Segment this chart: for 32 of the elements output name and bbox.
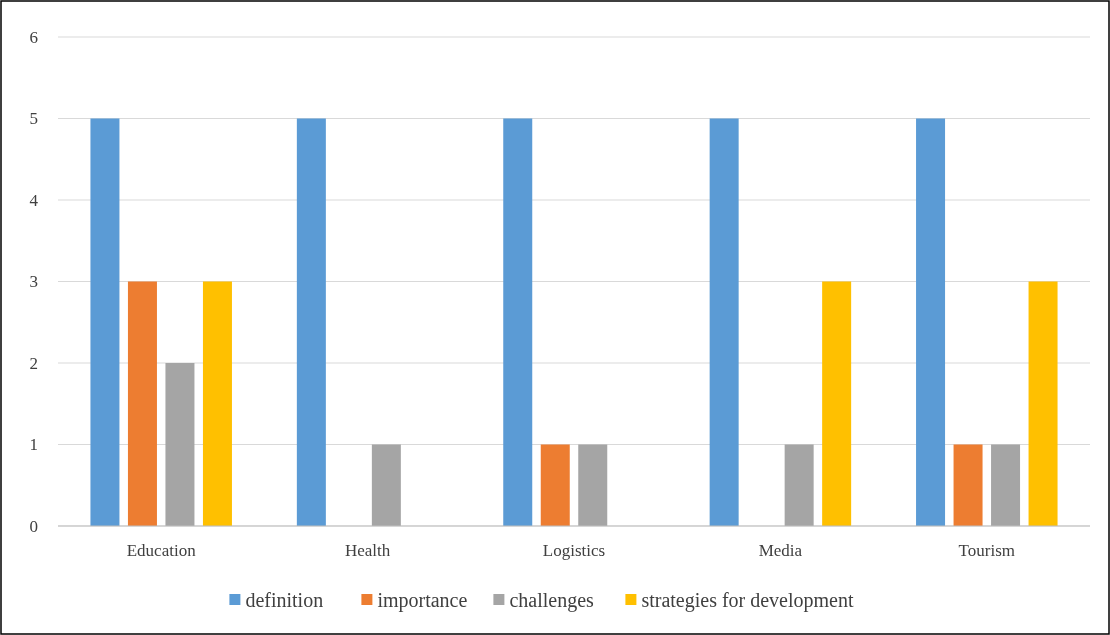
bar bbox=[296, 118, 326, 526]
x-tick-label: Media bbox=[758, 541, 803, 560]
y-tick-label: 3 bbox=[29, 272, 38, 292]
bar bbox=[991, 444, 1021, 526]
legend-label: importance bbox=[377, 589, 468, 612]
y-tick-label: 2 bbox=[29, 353, 38, 373]
bar bbox=[165, 363, 195, 526]
y-tick-label: 1 bbox=[29, 435, 38, 455]
y-tick-label: 5 bbox=[29, 109, 38, 129]
bar bbox=[1028, 281, 1058, 526]
x-tick-label: Logistics bbox=[542, 541, 606, 560]
bar bbox=[822, 281, 852, 526]
bar bbox=[503, 118, 533, 526]
y-tick-label: 6 bbox=[29, 27, 38, 47]
bar bbox=[202, 281, 232, 526]
legend-label: definition bbox=[245, 589, 324, 611]
legend-label: challenges bbox=[509, 589, 595, 612]
y-tick-label: 0 bbox=[29, 516, 38, 536]
x-tick-label: Health bbox=[344, 541, 391, 560]
bar bbox=[90, 118, 120, 526]
y-tick-label: 4 bbox=[29, 190, 39, 210]
legend-label: strategies for development bbox=[641, 589, 854, 612]
bar bbox=[709, 118, 739, 526]
bar bbox=[540, 444, 570, 526]
bar bbox=[127, 281, 157, 526]
bar bbox=[371, 444, 401, 526]
bar bbox=[953, 444, 983, 526]
x-tick-label: Education bbox=[126, 541, 197, 560]
bar bbox=[916, 118, 946, 526]
bar bbox=[784, 444, 814, 526]
bar bbox=[578, 444, 608, 526]
x-tick-label: Tourism bbox=[958, 541, 1016, 560]
